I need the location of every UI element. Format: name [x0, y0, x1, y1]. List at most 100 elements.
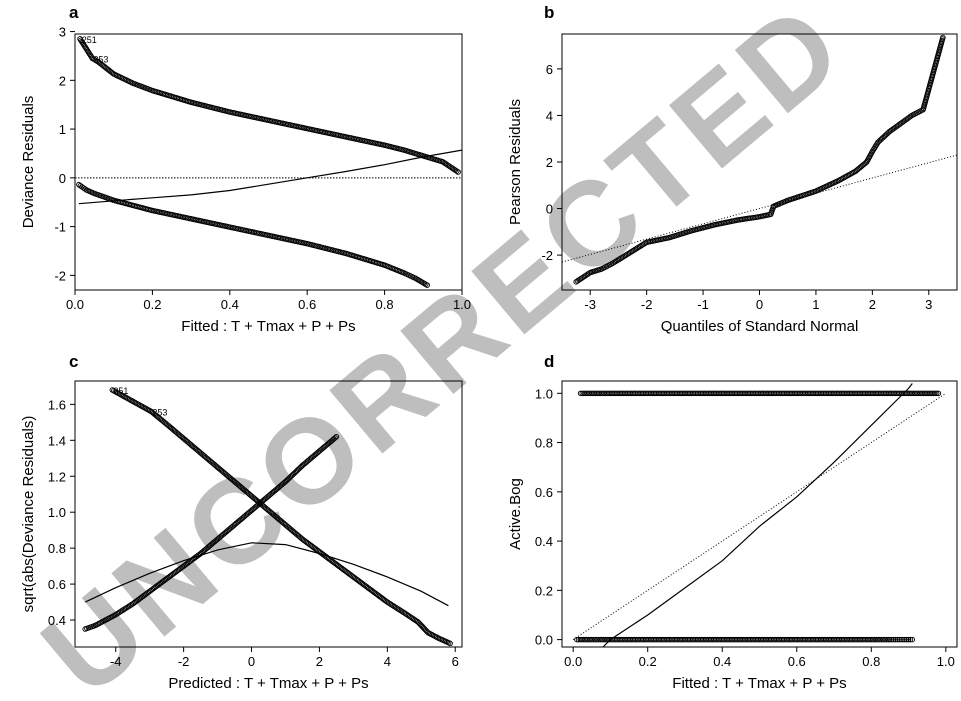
data-point	[890, 636, 897, 643]
y-tick-label: 0.0	[535, 633, 553, 648]
chart-panel-a: a 0.0 0.2 0.4 0.6 0.8 1.0 -2 -1 0 1 2 3 Fitted : T + …	[20, 3, 471, 335]
data-point	[411, 274, 417, 281]
x-tick-label: -1	[697, 297, 709, 312]
x-tick-label: 0.2	[143, 297, 161, 312]
point-annotation: 253	[152, 408, 167, 418]
x-axis-label: Fitted : T + Tmax + P + Ps	[181, 318, 355, 335]
data-point	[894, 636, 901, 643]
data-point	[405, 612, 412, 619]
y-tick-label: -2	[54, 268, 66, 283]
data-point	[932, 390, 938, 397]
data-point	[212, 462, 218, 468]
data-point	[640, 390, 646, 397]
reference-line	[572, 392, 947, 641]
data-point	[380, 261, 386, 268]
x-tick-label: -4	[110, 654, 122, 669]
data-point	[592, 636, 598, 643]
plot-area	[572, 383, 947, 647]
x-tick-label: 2	[316, 654, 323, 669]
data-point	[905, 636, 912, 643]
y-tick-label: 0.8	[48, 541, 66, 556]
data-point	[898, 636, 904, 643]
data-point	[664, 235, 671, 241]
y-tick-label: 2	[546, 155, 553, 170]
x-tick-label: -2	[641, 297, 653, 312]
data-point	[863, 390, 870, 397]
x-tick-label: 0.8	[376, 297, 394, 312]
y-tick-label: 0.6	[535, 485, 553, 500]
x-tick-label: 6	[452, 654, 459, 669]
data-point	[714, 636, 721, 643]
x-tick-label: -3	[584, 297, 596, 312]
data-point	[584, 636, 590, 643]
y-tick-label: 1.0	[535, 386, 553, 401]
data-point	[225, 108, 231, 115]
data-point	[404, 611, 410, 618]
y-tick-label: 0.4	[48, 613, 66, 628]
x-tick-label: 0.6	[298, 297, 316, 312]
x-tick-label: 4	[384, 654, 391, 669]
x-tick-label: 0.2	[639, 654, 657, 669]
data-point	[348, 572, 354, 578]
data-point	[877, 636, 883, 643]
y-tick-label: 0.8	[535, 436, 553, 451]
data-point	[246, 491, 252, 497]
data-point	[880, 636, 886, 643]
data-point	[873, 636, 880, 643]
data-point	[903, 636, 910, 643]
data-point	[871, 636, 878, 643]
data-point	[870, 636, 876, 643]
smooth-line	[602, 383, 913, 647]
data-point	[412, 617, 418, 623]
panel-letter: c	[69, 352, 78, 371]
data-point	[885, 636, 891, 643]
data-point	[108, 69, 114, 75]
data-point	[90, 190, 96, 196]
data-point	[587, 390, 594, 397]
data-point	[882, 636, 888, 643]
data-point	[161, 577, 167, 584]
plot-area	[75, 36, 462, 288]
x-tick-label: 0.0	[66, 297, 84, 312]
plot-frame	[74, 33, 463, 291]
data-point	[599, 636, 605, 643]
data-point	[789, 390, 795, 397]
data-point	[714, 390, 721, 397]
data-point	[364, 584, 371, 591]
data-point	[896, 636, 902, 643]
data-point	[263, 505, 269, 511]
data-point	[109, 196, 115, 203]
data-point	[280, 519, 286, 526]
data-point	[642, 240, 648, 246]
data-point	[892, 636, 899, 643]
panel-letter: d	[544, 352, 554, 371]
data-point	[399, 269, 406, 276]
data-point	[178, 433, 184, 440]
x-tick-label: -2	[178, 654, 190, 669]
data-point	[602, 636, 609, 643]
data-point	[902, 636, 908, 643]
y-tick-label: 1.2	[48, 469, 66, 484]
data-point	[144, 590, 150, 596]
smooth-line	[78, 149, 462, 205]
point-annotation: 251	[82, 35, 97, 45]
data-point	[884, 131, 890, 137]
chart-panel-b: b -3 -2 -1 0 1 2 3 -2 0 2 4 6 Quantiles of Standard N…	[507, 3, 958, 335]
x-tick-label: 1.0	[937, 654, 955, 669]
data-point	[128, 79, 135, 86]
data-point	[597, 636, 604, 643]
data-point	[302, 240, 309, 247]
y-axis-label: Active.Bog	[507, 478, 524, 550]
data-point	[380, 142, 386, 148]
data-point	[868, 150, 875, 156]
data-point	[826, 390, 832, 397]
data-point	[423, 627, 429, 633]
data-point	[906, 114, 912, 121]
data-point	[109, 70, 116, 76]
data-point	[314, 547, 320, 553]
data-point	[438, 158, 444, 165]
data-point	[406, 613, 413, 620]
data-point	[631, 247, 637, 253]
data-point	[640, 636, 646, 643]
y-tick-label: 0	[59, 171, 66, 186]
